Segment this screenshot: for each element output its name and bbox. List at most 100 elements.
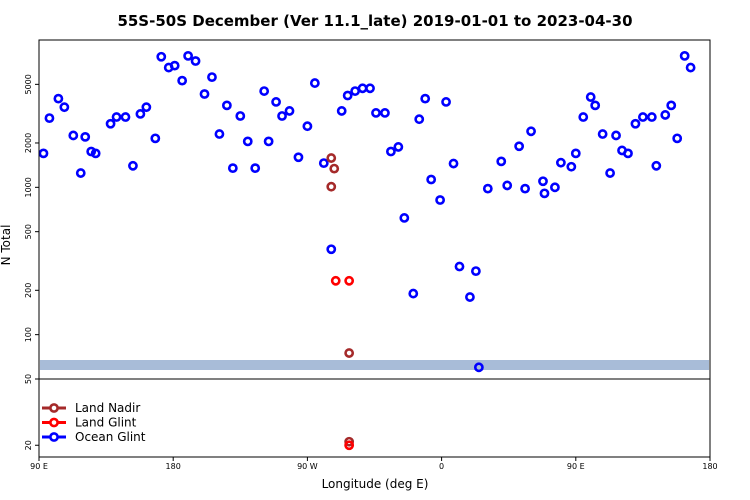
ocean-glint-point	[399, 213, 410, 223]
ocean-glint-point	[473, 362, 484, 373]
ocean-glint-point	[570, 148, 581, 159]
ocean-glint-point	[169, 60, 180, 71]
ocean-glint-point	[336, 106, 347, 116]
legend-label-land-nadir: Land Nadir	[75, 401, 140, 415]
land-nadir-point	[329, 163, 340, 174]
ocean-glint-point	[550, 182, 560, 193]
ocean-glint-point	[448, 158, 459, 169]
ocean-glint-point	[105, 118, 116, 129]
upper-points	[38, 50, 696, 373]
ocean-glint-point	[590, 100, 601, 111]
ocean-glint-point	[342, 90, 353, 101]
ocean-glint-point	[566, 161, 577, 172]
ocean-glint-point	[293, 152, 304, 163]
x-tick-label: 180	[166, 462, 181, 471]
legend-label-ocean-glint: Ocean Glint	[75, 430, 146, 444]
ocean-glint-point	[271, 97, 281, 107]
ocean-glint-point	[426, 174, 437, 185]
x-axis-title: Longitude (deg E)	[322, 477, 429, 491]
y-tick-label: 5000	[24, 74, 33, 94]
ocean-glint-point	[111, 112, 122, 122]
ocean-glint-point	[685, 62, 696, 73]
ocean-glint-point	[68, 130, 79, 141]
y-axis-title: N Total	[0, 225, 13, 266]
ocean-glint-point	[555, 157, 566, 168]
upper-y-axis: 50 100 200 500 1000 2000 5000	[24, 74, 39, 384]
ocean-glint-point	[611, 130, 621, 141]
ocean-glint-point	[242, 136, 253, 147]
ocean-glint-point	[638, 112, 648, 122]
ocean-glint-point	[371, 108, 381, 118]
x-tick-label: 90 W	[297, 462, 318, 471]
land-nadir-point	[326, 153, 337, 163]
ocean-glint-point	[435, 195, 446, 205]
ocean-glint-point	[597, 129, 608, 139]
ocean-glint-point	[128, 160, 138, 171]
y-tick-label: 20	[24, 440, 33, 450]
ocean-glint-point	[318, 158, 329, 169]
ocean-glint-point	[465, 292, 475, 302]
ocean-glint-point	[326, 244, 337, 255]
y-tick-label: 500	[24, 224, 33, 239]
ocean-glint-point	[454, 261, 465, 272]
land-nadir-point	[344, 348, 355, 358]
ocean-glint-point	[482, 183, 493, 194]
ocean-glint-point	[177, 75, 188, 86]
ocean-glint-point	[470, 266, 481, 276]
legend-marker-ocean-glint	[49, 432, 59, 442]
ocean-glint-point	[120, 112, 131, 122]
ocean-glint-point	[514, 141, 525, 152]
legend-marker-land-glint	[49, 417, 59, 428]
ocean-glint-point	[578, 112, 589, 122]
land-glint-point	[330, 275, 341, 286]
ocean-glint-point	[585, 92, 596, 102]
ocean-glint-point	[623, 148, 633, 159]
ocean-glint-point	[302, 121, 313, 132]
ocean-glint-point	[214, 129, 225, 139]
land-glint-point	[344, 275, 355, 286]
ocean-glint-point	[75, 168, 86, 178]
ocean-glint-point	[156, 51, 167, 62]
ocean-glint-point	[357, 83, 368, 94]
ocean-glint-point	[502, 180, 513, 191]
ocean-glint-point	[393, 142, 404, 152]
ocean-glint-point	[53, 93, 64, 104]
ocean-glint-point	[263, 136, 274, 147]
ocean-glint-point	[420, 93, 431, 104]
ocean-glint-point	[259, 86, 270, 96]
noise-band	[40, 360, 709, 370]
y-tick-label: 1000	[24, 177, 33, 197]
ocean-glint-point	[408, 288, 419, 299]
ocean-glint-point	[630, 118, 641, 129]
ocean-glint-point	[539, 188, 550, 199]
ocean-glint-point	[350, 86, 361, 96]
land-nadir-point	[344, 436, 355, 447]
legend-label-land-glint: Land Glint	[75, 416, 137, 430]
land-nadir-point	[326, 181, 337, 192]
x-tick-label: 90 E	[567, 462, 585, 471]
ocean-glint-point	[520, 183, 531, 194]
ocean-glint-point	[227, 163, 238, 174]
lower-y-axis: 20	[24, 440, 39, 450]
y-tick-label: 2000	[24, 133, 33, 153]
ocean-glint-point	[235, 111, 246, 121]
ocean-glint-point	[135, 109, 146, 119]
ocean-glint-point	[538, 176, 548, 187]
ocean-glint-point	[221, 100, 232, 111]
ocean-glint-point	[284, 106, 295, 116]
ocean-glint-point	[80, 131, 91, 142]
ocean-glint-point	[365, 83, 375, 94]
y-tick-label: 50	[24, 374, 33, 384]
ocean-glint-point	[679, 50, 690, 61]
x-axis: 90 E 180 90 W 0 90 E 180	[30, 457, 718, 471]
y-tick-label: 200	[24, 283, 33, 298]
ocean-glint-point	[496, 156, 507, 167]
ocean-glint-point	[651, 160, 662, 171]
land-glint-point	[344, 440, 355, 451]
ocean-glint-point	[44, 113, 55, 124]
ocean-glint-point	[190, 56, 201, 66]
chart-title: 55S-50S December (Ver 11.1_late) 2019-01…	[117, 12, 632, 30]
lower-points	[344, 436, 355, 451]
